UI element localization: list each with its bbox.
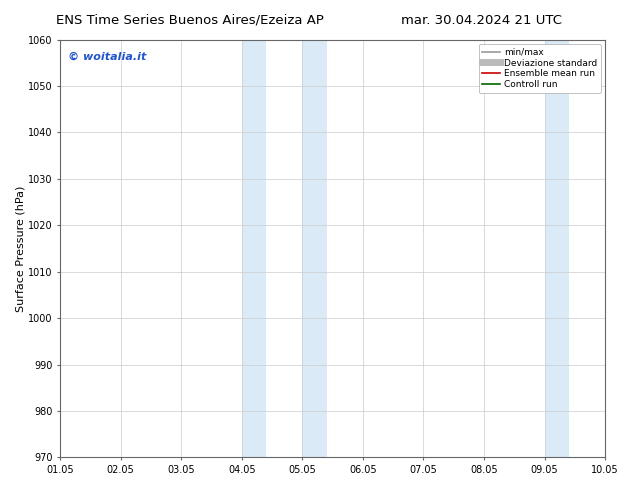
Bar: [242, 40, 266, 457]
Text: © woitalia.it: © woitalia.it: [68, 52, 146, 62]
Bar: [302, 40, 327, 457]
Legend: min/max, Deviazione standard, Ensemble mean run, Controll run: min/max, Deviazione standard, Ensemble m…: [479, 44, 600, 93]
Y-axis label: Surface Pressure (hPa): Surface Pressure (hPa): [15, 185, 25, 312]
Text: ENS Time Series Buenos Aires/Ezeiza AP: ENS Time Series Buenos Aires/Ezeiza AP: [56, 14, 324, 27]
Bar: [605, 40, 630, 457]
Text: mar. 30.04.2024 21 UTC: mar. 30.04.2024 21 UTC: [401, 14, 562, 27]
Bar: [545, 40, 569, 457]
